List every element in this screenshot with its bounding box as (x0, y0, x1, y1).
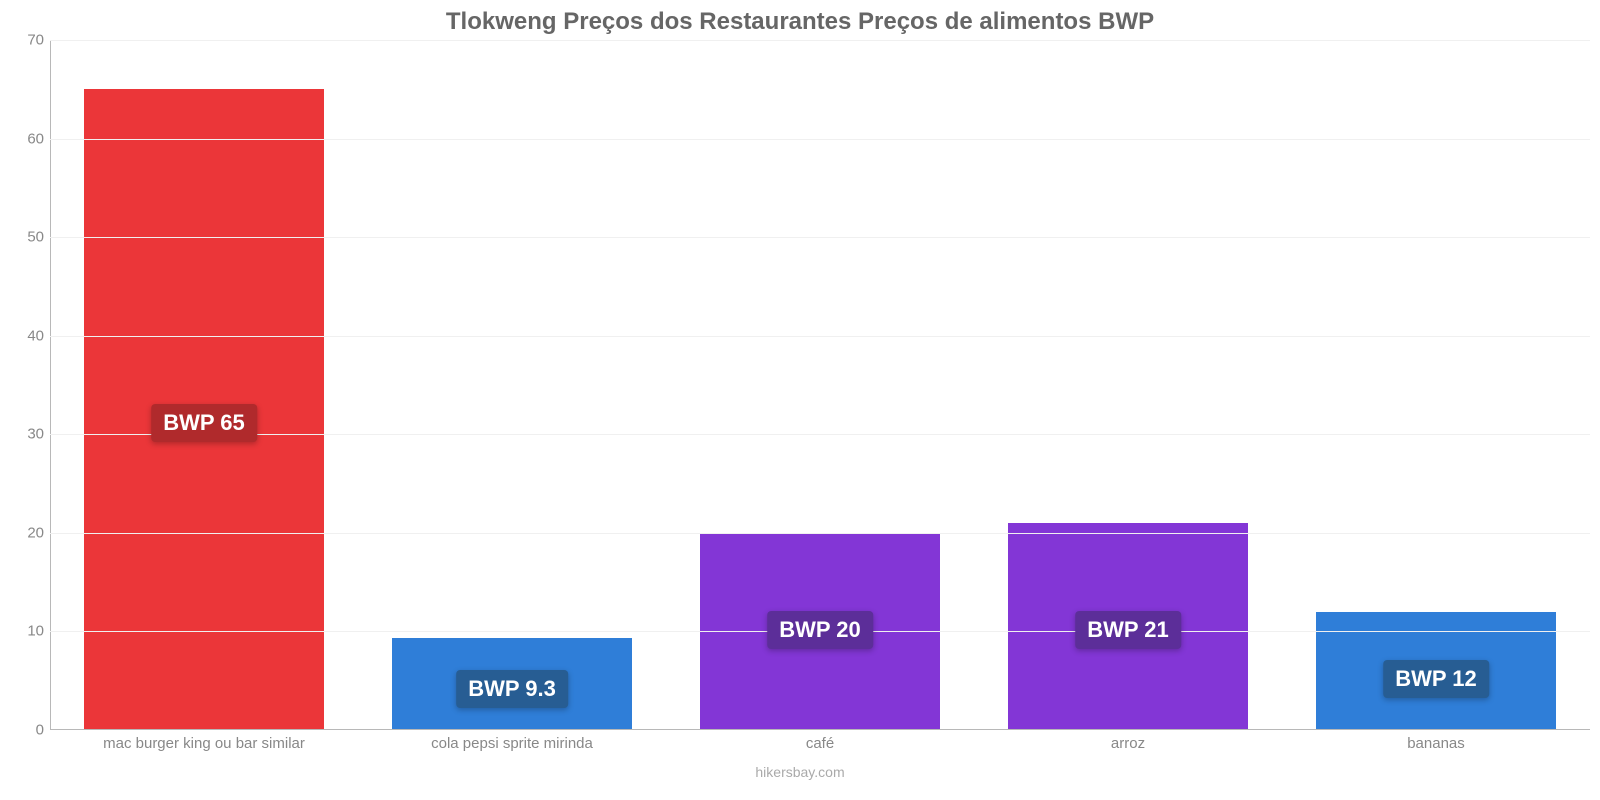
gridline (50, 40, 1590, 41)
value-badge: BWP 20 (767, 611, 873, 649)
y-tick-label: 0 (0, 722, 44, 739)
y-tick-label: 20 (0, 524, 44, 541)
y-tick-label: 10 (0, 623, 44, 640)
x-axis (50, 729, 1590, 730)
y-tick-label: 30 (0, 426, 44, 443)
gridline (50, 434, 1590, 435)
gridline (50, 237, 1590, 238)
gridline (50, 139, 1590, 140)
y-axis (50, 40, 51, 730)
y-tick-label: 70 (0, 32, 44, 49)
x-tick-label: bananas (1407, 735, 1465, 752)
value-badge: BWP 12 (1383, 660, 1489, 698)
x-tick-label: arroz (1111, 735, 1145, 752)
chart-title: Tlokweng Preços dos Restaurantes Preços … (0, 8, 1600, 36)
y-tick-label: 60 (0, 130, 44, 147)
attribution-text: hikersbay.com (0, 764, 1600, 780)
x-tick-label: café (806, 735, 834, 752)
value-badge: BWP 21 (1075, 611, 1181, 649)
x-tick-label: mac burger king ou bar similar (103, 735, 305, 752)
gridline (50, 533, 1590, 534)
value-badge: BWP 65 (151, 404, 257, 442)
value-badge: BWP 9.3 (456, 670, 568, 708)
y-tick-label: 50 (0, 229, 44, 246)
x-tick-label: cola pepsi sprite mirinda (431, 735, 593, 752)
gridline (50, 336, 1590, 337)
price-bar-chart: Tlokweng Preços dos Restaurantes Preços … (0, 0, 1600, 800)
y-tick-label: 40 (0, 327, 44, 344)
